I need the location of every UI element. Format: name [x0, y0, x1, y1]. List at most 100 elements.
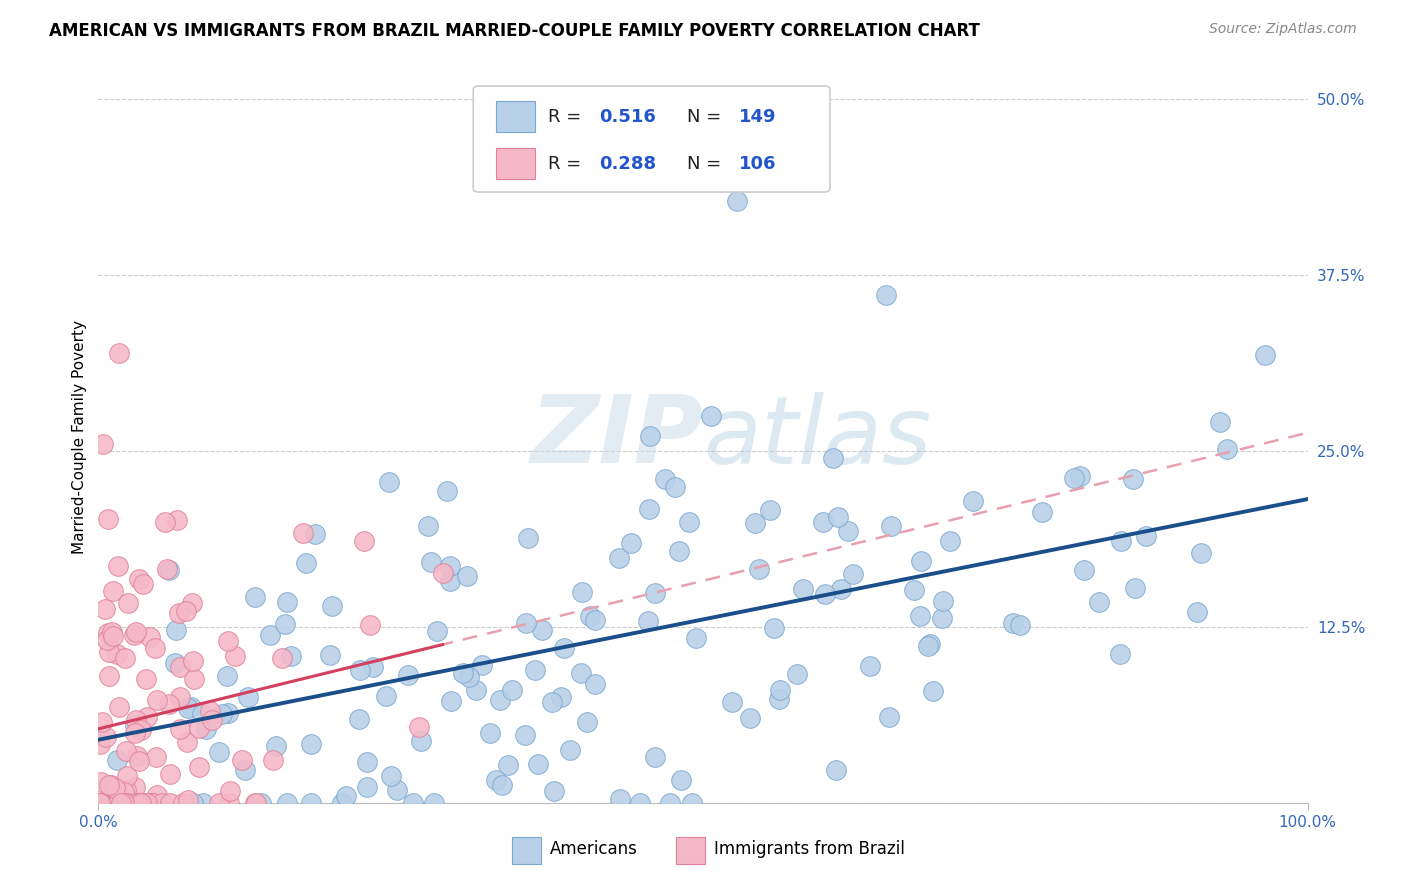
Americans	[330, 796, 353, 810]
Americans	[478, 726, 501, 740]
Americans	[918, 637, 941, 651]
Americans	[837, 524, 859, 538]
Text: ZIP: ZIP	[530, 391, 703, 483]
Americans	[858, 659, 880, 673]
Immigrants from Brazil	[135, 673, 157, 687]
Americans	[875, 287, 897, 301]
Immigrants from Brazil	[181, 596, 204, 610]
Americans	[583, 613, 606, 627]
Americans	[235, 763, 257, 777]
Immigrants from Brazil	[105, 647, 128, 661]
Immigrants from Brazil	[124, 725, 146, 739]
Bar	[676, 838, 706, 863]
Americans	[910, 553, 932, 567]
Americans	[491, 778, 513, 792]
Americans	[280, 648, 302, 663]
Text: Americans: Americans	[550, 840, 637, 858]
Americans	[763, 621, 786, 635]
Text: 106: 106	[740, 154, 776, 173]
Immigrants from Brazil	[143, 641, 166, 656]
Immigrants from Brazil	[145, 749, 167, 764]
Bar	[496, 102, 534, 132]
Immigrants from Brazil	[94, 601, 117, 615]
Americans	[319, 648, 342, 662]
Americans	[426, 624, 449, 638]
Americans	[903, 582, 925, 597]
Americans	[295, 556, 318, 570]
Americans	[530, 624, 553, 638]
Immigrants from Brazil	[90, 774, 112, 789]
Americans	[962, 494, 984, 508]
Americans	[194, 722, 217, 736]
Americans	[576, 714, 599, 729]
Americans	[356, 755, 378, 769]
Immigrants from Brazil	[94, 796, 117, 810]
Americans	[939, 534, 962, 549]
Americans	[217, 706, 239, 720]
Americans	[349, 663, 371, 677]
Americans	[821, 450, 844, 465]
Immigrants from Brazil	[107, 558, 129, 573]
Americans	[299, 796, 322, 810]
Text: N =: N =	[688, 108, 727, 126]
Immigrants from Brazil	[128, 754, 150, 768]
Immigrants from Brazil	[135, 710, 157, 724]
Immigrants from Brazil	[98, 645, 121, 659]
Text: 0.288: 0.288	[599, 154, 657, 173]
Immigrants from Brazil	[115, 769, 138, 783]
Americans	[637, 502, 659, 516]
Americans	[191, 796, 214, 810]
Americans	[637, 615, 659, 629]
Americans	[553, 640, 575, 655]
Immigrants from Brazil	[118, 796, 141, 810]
Americans	[165, 623, 187, 637]
Americans	[609, 792, 631, 806]
Americans	[786, 667, 808, 681]
Americans	[191, 707, 214, 722]
Americans	[124, 717, 146, 731]
Immigrants from Brazil	[146, 693, 169, 707]
Americans	[177, 700, 200, 714]
Americans	[654, 472, 676, 486]
Americans	[1087, 595, 1109, 609]
Americans	[465, 683, 488, 698]
Immigrants from Brazil	[129, 723, 152, 737]
Immigrants from Brazil	[127, 796, 149, 810]
Americans	[1185, 605, 1208, 619]
Immigrants from Brazil	[127, 749, 149, 764]
Immigrants from Brazil	[139, 630, 162, 644]
Immigrants from Brazil	[150, 796, 173, 810]
Americans	[274, 617, 297, 632]
Americans	[607, 551, 630, 566]
Y-axis label: Married-Couple Family Poverty: Married-Couple Family Poverty	[72, 320, 87, 554]
Americans	[644, 586, 666, 600]
Americans	[668, 543, 690, 558]
Americans	[685, 631, 707, 645]
Americans	[420, 555, 443, 569]
Immigrants from Brazil	[87, 796, 110, 810]
Immigrants from Brazil	[124, 796, 146, 810]
Americans	[439, 558, 461, 573]
Immigrants from Brazil	[174, 604, 197, 618]
Text: AMERICAN VS IMMIGRANTS FROM BRAZIL MARRIED-COUPLE FAMILY POVERTY CORRELATION CHA: AMERICAN VS IMMIGRANTS FROM BRAZIL MARRI…	[49, 22, 980, 40]
Americans	[1189, 546, 1212, 560]
Americans	[628, 796, 651, 810]
Americans	[439, 574, 461, 588]
Immigrants from Brazil	[94, 731, 117, 745]
Immigrants from Brazil	[103, 629, 125, 643]
Americans	[165, 656, 187, 670]
Immigrants from Brazil	[125, 624, 148, 639]
Text: N =: N =	[688, 154, 727, 173]
Americans	[842, 566, 865, 581]
Americans	[1069, 468, 1091, 483]
Americans	[304, 527, 326, 541]
Immigrants from Brazil	[408, 720, 430, 734]
Americans	[877, 710, 900, 724]
Text: 149: 149	[740, 108, 776, 126]
Immigrants from Brazil	[167, 606, 190, 620]
Americans	[250, 796, 273, 810]
Americans	[932, 594, 955, 608]
Immigrants from Brazil	[142, 796, 165, 810]
Americans	[740, 711, 762, 725]
Americans	[585, 677, 607, 691]
